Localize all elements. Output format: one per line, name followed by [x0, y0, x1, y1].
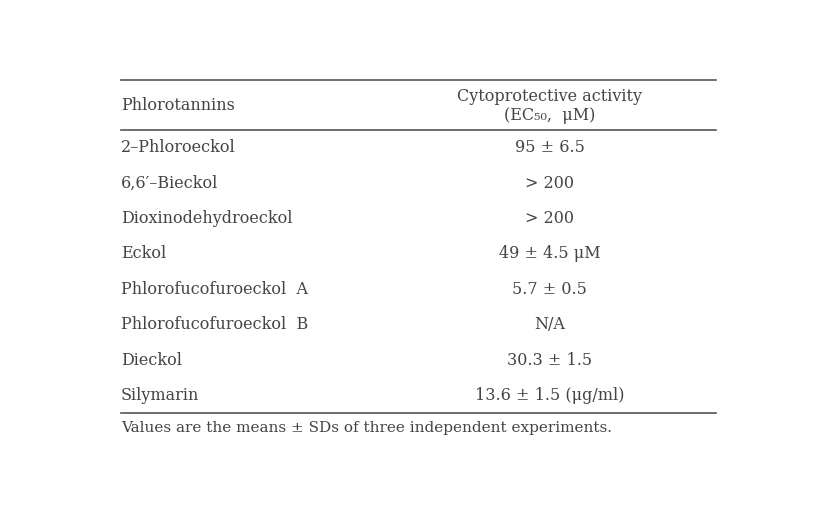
Text: N/A: N/A	[534, 316, 565, 333]
Text: 13.6 ± 1.5 (μg/ml): 13.6 ± 1.5 (μg/ml)	[475, 387, 624, 404]
Text: Silymarin: Silymarin	[121, 387, 199, 404]
Text: Dioxinodehydroeckol: Dioxinodehydroeckol	[121, 210, 292, 227]
Text: Phlorofucofuroeckol  B: Phlorofucofuroeckol B	[121, 316, 308, 333]
Text: Cytoprotective activity: Cytoprotective activity	[458, 88, 642, 105]
Text: Values are the means ± SDs of three independent experiments.: Values are the means ± SDs of three inde…	[121, 421, 612, 435]
Text: Phlorofucofuroeckol  A: Phlorofucofuroeckol A	[121, 281, 308, 298]
Text: > 200: > 200	[525, 210, 574, 227]
Text: (EC₅₀,  μM): (EC₅₀, μM)	[504, 107, 596, 123]
Text: 5.7 ± 0.5: 5.7 ± 0.5	[512, 281, 587, 298]
Text: 2–Phloroeckol: 2–Phloroeckol	[121, 139, 236, 156]
Text: > 200: > 200	[525, 175, 574, 192]
Text: 30.3 ± 1.5: 30.3 ± 1.5	[507, 352, 592, 369]
Text: 6,6′–Bieckol: 6,6′–Bieckol	[121, 175, 218, 192]
Text: 95 ± 6.5: 95 ± 6.5	[515, 139, 585, 156]
Text: 49 ± 4.5 μM: 49 ± 4.5 μM	[499, 246, 600, 262]
Text: Phlorotannins: Phlorotannins	[121, 96, 235, 113]
Text: Dieckol: Dieckol	[121, 352, 182, 369]
Text: Eckol: Eckol	[121, 246, 167, 262]
